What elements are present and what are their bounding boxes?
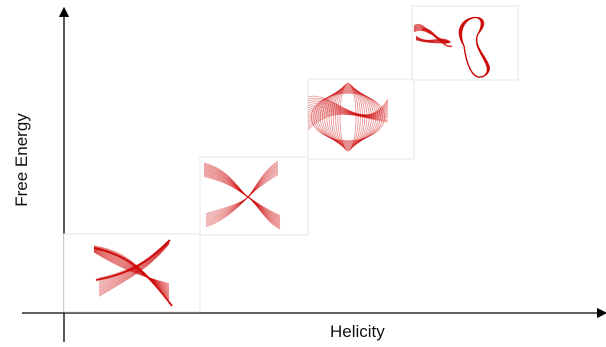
x-axis-label: Helicity [330,322,385,341]
panel-low-helicity [63,233,201,313]
panel-mid-helicity [199,156,309,236]
y-axis-label: Free Energy [12,113,31,207]
panel-high-helicity [307,78,415,160]
panel-highest-helicity [411,5,519,81]
